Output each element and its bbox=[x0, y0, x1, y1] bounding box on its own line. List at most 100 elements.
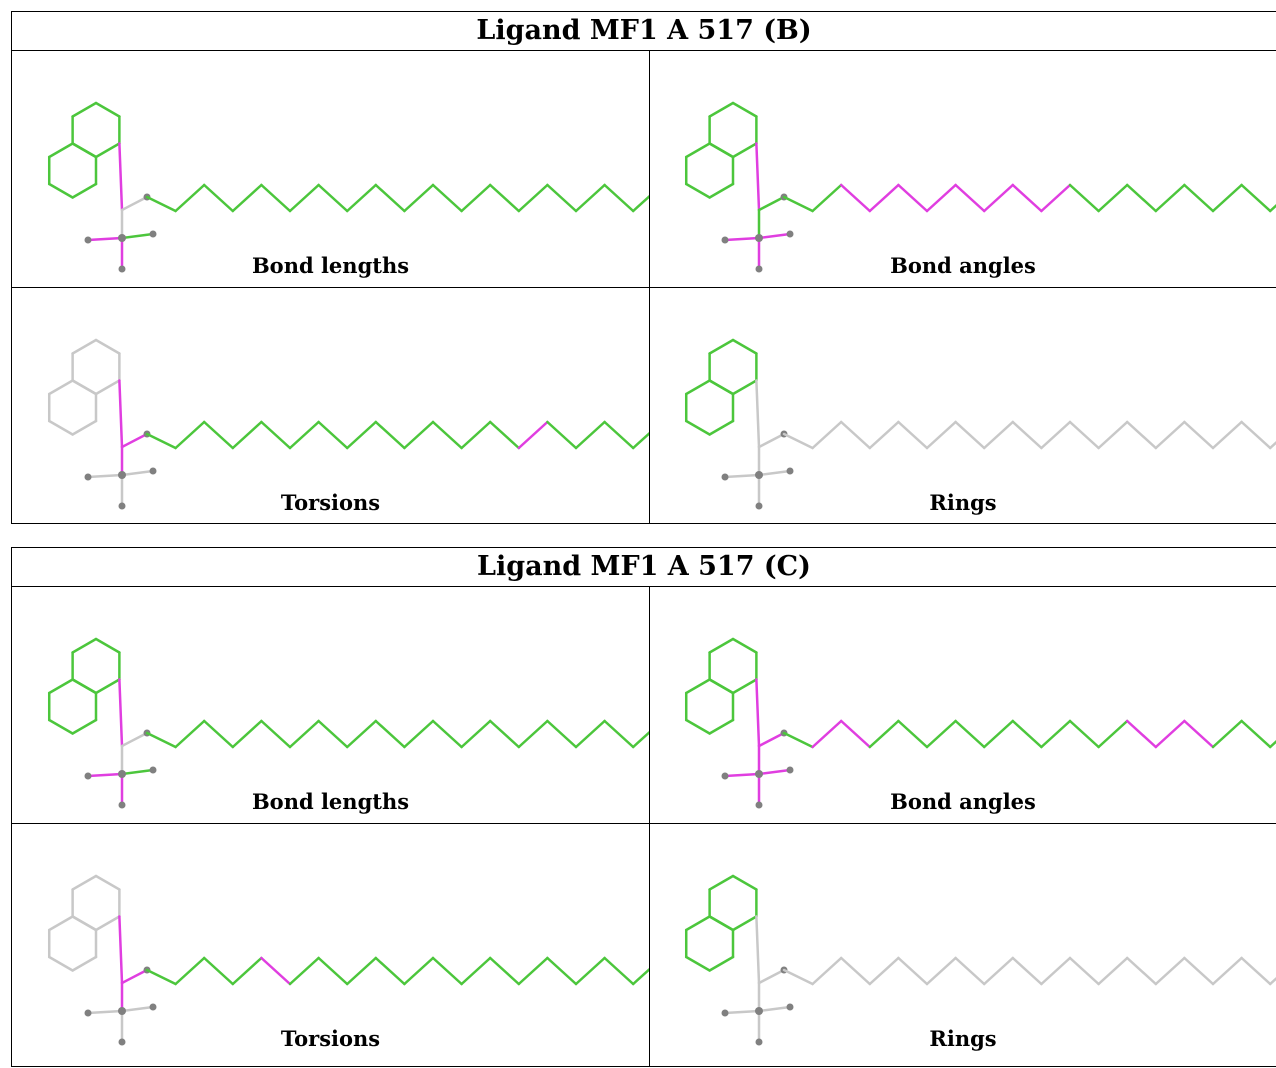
linker-bond bbox=[120, 432, 149, 449]
chain-bond bbox=[631, 194, 649, 213]
chain-bond bbox=[145, 968, 177, 986]
atom-marker bbox=[149, 1003, 157, 1011]
chain-bond bbox=[1154, 719, 1186, 749]
chain-bond bbox=[231, 956, 263, 986]
ring-bond bbox=[708, 915, 735, 932]
chain-bond bbox=[202, 956, 235, 986]
chain-bond bbox=[1040, 956, 1072, 986]
chain-bond bbox=[782, 432, 814, 450]
chain-bond bbox=[260, 719, 292, 749]
chain-bond bbox=[982, 420, 1015, 450]
atom-marker bbox=[786, 467, 794, 475]
ring-bond bbox=[47, 718, 74, 735]
ring-bond bbox=[684, 915, 711, 932]
atom-marker bbox=[755, 502, 763, 510]
chain-bond bbox=[574, 956, 606, 986]
molecule-drawing bbox=[684, 338, 1276, 510]
chain-bond bbox=[1011, 956, 1043, 986]
chain-bond bbox=[1068, 183, 1100, 213]
chain-bond bbox=[897, 956, 929, 986]
atom-marker bbox=[786, 1003, 794, 1011]
substituent-bond bbox=[757, 768, 792, 776]
panel-caption: Torsions bbox=[280, 490, 381, 515]
panel-divider-vertical bbox=[649, 50, 650, 523]
chain-bond bbox=[288, 420, 320, 450]
panel-bond-lengths: Bond lengths bbox=[12, 50, 649, 287]
panel-torsions: Torsions bbox=[12, 287, 649, 524]
chain-bond bbox=[1097, 183, 1129, 213]
chain-bond bbox=[1068, 420, 1100, 450]
ring-bond bbox=[684, 419, 711, 436]
linker-bond bbox=[120, 968, 149, 985]
chain-bond bbox=[202, 183, 235, 213]
ring-bond bbox=[71, 101, 98, 118]
chain-bond bbox=[1154, 183, 1186, 213]
chain-bond bbox=[460, 420, 492, 450]
atom-marker bbox=[84, 473, 92, 481]
panel-grid: Bond lengths Bond angles Torsions Rings bbox=[12, 50, 1276, 523]
chain-bond bbox=[231, 719, 263, 749]
ring-bond bbox=[94, 338, 121, 355]
chain-bond bbox=[1125, 183, 1158, 213]
atom-marker bbox=[755, 471, 763, 479]
chain-bond bbox=[631, 967, 649, 986]
substituent-bond bbox=[86, 236, 124, 242]
molecule-drawing bbox=[684, 874, 1276, 1046]
chain-bond bbox=[1011, 719, 1043, 749]
atom-marker bbox=[721, 772, 729, 780]
chain-bond bbox=[546, 183, 578, 213]
atom-marker bbox=[118, 234, 126, 242]
linker-bond bbox=[757, 968, 786, 985]
linker-bond bbox=[118, 142, 124, 212]
linker-bond bbox=[755, 678, 761, 748]
ring-bond bbox=[71, 718, 98, 735]
atom-marker bbox=[721, 1009, 729, 1017]
chain-bond bbox=[1211, 719, 1243, 749]
atom-marker bbox=[755, 265, 763, 273]
chain-bond bbox=[1125, 719, 1158, 749]
chain-bond bbox=[811, 719, 843, 749]
linker-bond bbox=[755, 142, 761, 212]
substituent-bond bbox=[120, 1005, 155, 1013]
chain-bond bbox=[631, 431, 649, 450]
atom-marker bbox=[118, 770, 126, 778]
chain-bond bbox=[1211, 183, 1243, 213]
chain-bond bbox=[782, 195, 814, 213]
chain-bond bbox=[488, 956, 521, 986]
chain-bond bbox=[603, 183, 635, 213]
chain-bond bbox=[574, 420, 606, 450]
substituent-bond bbox=[723, 473, 761, 479]
ring-bond bbox=[708, 678, 735, 695]
chain-bond bbox=[345, 719, 378, 749]
substituent-bond bbox=[757, 1005, 792, 1013]
ring-bond bbox=[731, 637, 758, 654]
ring-bond bbox=[94, 915, 121, 932]
ring-bond bbox=[47, 379, 74, 396]
panel-grid: Bond lengths Bond angles Torsions Rings bbox=[12, 586, 1276, 1066]
chain-bond bbox=[546, 956, 578, 986]
chain-bond bbox=[174, 719, 206, 749]
chain-bond bbox=[1211, 956, 1243, 986]
chain-bond bbox=[574, 183, 606, 213]
chain-bond bbox=[345, 956, 378, 986]
chain-bond bbox=[1268, 740, 1276, 749]
ring-bond bbox=[731, 915, 758, 932]
ring-bond bbox=[684, 718, 711, 735]
linker-bond bbox=[118, 379, 124, 449]
chain-bond bbox=[1268, 441, 1276, 450]
chain-bond bbox=[231, 183, 263, 213]
ring-bond bbox=[71, 678, 98, 695]
panel-rings: Rings bbox=[649, 287, 1276, 524]
ring-bond bbox=[94, 379, 121, 396]
ring-bond bbox=[708, 101, 735, 118]
chain-bond bbox=[925, 956, 957, 986]
chain-bond bbox=[403, 956, 435, 986]
chain-bond bbox=[1040, 719, 1072, 749]
chain-bond bbox=[374, 956, 406, 986]
chain-bond bbox=[231, 420, 263, 450]
atom-marker bbox=[786, 230, 794, 238]
atom-marker bbox=[118, 471, 126, 479]
chain-bond bbox=[1097, 420, 1129, 450]
chain-bond bbox=[925, 719, 957, 749]
panel-divider-horizontal bbox=[12, 287, 1276, 288]
